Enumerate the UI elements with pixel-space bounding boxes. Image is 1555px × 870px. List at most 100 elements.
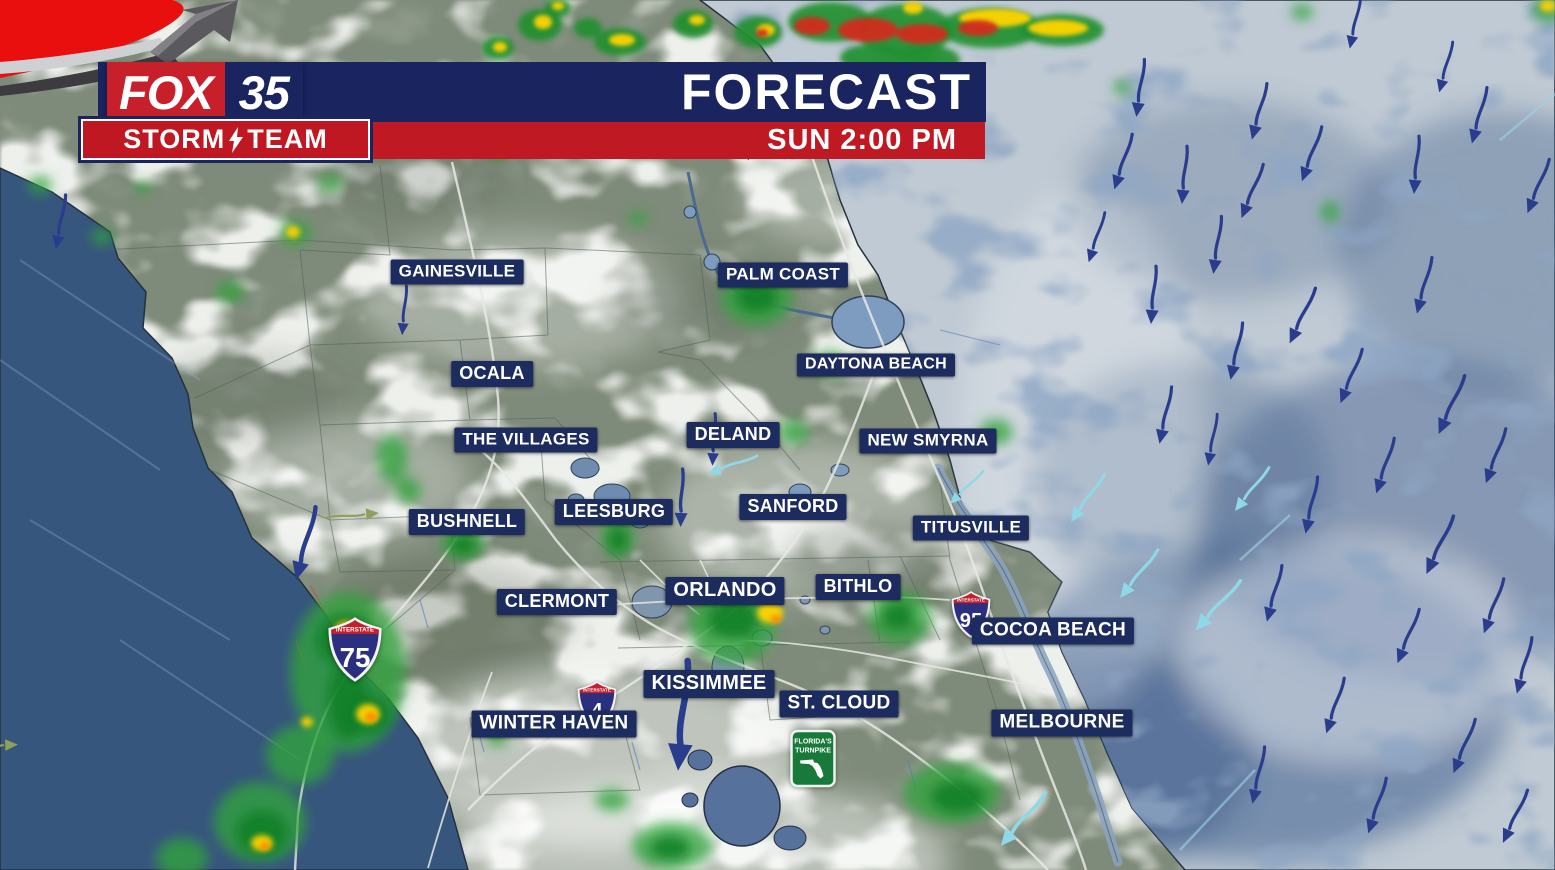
radar-cell [28, 176, 52, 194]
lightning-bolt-icon [229, 126, 244, 153]
wind-arrow-navy [1436, 40, 1455, 93]
wind-arrow-cyan [1000, 790, 1048, 847]
wind-arrow-navy [674, 467, 688, 527]
wind-arrow-navy [52, 193, 68, 250]
wind-arrow-cyan [1071, 472, 1106, 522]
radar-cell [286, 226, 300, 238]
svg-text:FLORIDA'S: FLORIDA'S [794, 739, 832, 746]
city-label-winter-haven: WINTER HAVEN [471, 710, 637, 738]
radar-cell [395, 477, 421, 503]
wind-arrow-navy [1289, 286, 1318, 344]
team-word: TEAM [247, 124, 328, 154]
radar-cell [958, 20, 998, 36]
radar-cell [493, 42, 507, 52]
radar-cell [595, 789, 629, 811]
wind-arrow-navy [1366, 776, 1388, 834]
radar-cell [134, 181, 152, 193]
city-label-sanford: SANFORD [739, 494, 847, 520]
city-label-daytona-beach: DAYTONA BEACH [797, 353, 955, 377]
storm-word: STORM [123, 124, 226, 154]
wind-arrow-navy [1408, 134, 1422, 194]
radar-cell [650, 836, 690, 860]
wind-arrow-navy [1374, 436, 1396, 494]
wind-arrow-navy [397, 284, 409, 336]
radar-cell [609, 528, 627, 552]
city-label-orlando: ORLANDO [665, 577, 785, 605]
radar-cell [629, 211, 647, 225]
wind-arrow-navy [1302, 475, 1320, 534]
gulf-streaks [0, 259, 301, 761]
radar-cell [377, 434, 407, 482]
storm-team-badge: STORM TEAM [78, 116, 373, 163]
radar-cell [709, 600, 757, 640]
wind-arrow-navy [1452, 717, 1477, 774]
fox-wordmark: FOX [107, 62, 225, 122]
wind-arrow-cyan [1195, 578, 1243, 631]
wind-arrow-navy [1482, 577, 1506, 634]
timestamp-banner: SUN 2:00 PM [367, 121, 985, 159]
wind-arrow-navy [1339, 347, 1364, 404]
wind-arrow-navy [1414, 255, 1434, 314]
wind-arrow-navy [1469, 85, 1489, 144]
wind-arrow-navy [1396, 607, 1421, 664]
city-label-cocoa-beach: COCOA BEACH [971, 617, 1135, 645]
wind-arrow-navy [1526, 157, 1551, 214]
radar-cell [1321, 201, 1339, 223]
radar-cell [896, 24, 948, 44]
wind-arrow-olive [0, 739, 18, 751]
wind-arrow-navy [1176, 144, 1190, 204]
wind-arrow-navy [1484, 427, 1508, 484]
wind-arrow-cyan [707, 454, 759, 475]
radar-cell [574, 18, 602, 38]
red-arrow-decoration [0, 0, 238, 96]
turnpike-shield: FLORIDA'S TURNPIKE [790, 729, 836, 793]
wind-arrow-navy [1086, 211, 1107, 263]
interstate-75-shield: INTERSTATE 75 [326, 616, 384, 688]
city-label-st-cloud: ST. CLOUD [779, 690, 899, 718]
radar-cell [236, 811, 288, 855]
radar-cell [737, 282, 777, 312]
city-label-leesburg: LEESBURG [554, 499, 674, 525]
radar-cell [1113, 81, 1131, 95]
svg-text:INTERSTATE: INTERSTATE [957, 597, 985, 602]
wind-arrow-navy [1112, 132, 1134, 190]
wind-arrow-navy [1346, 0, 1363, 49]
svg-text:INTERSTATE: INTERSTATE [336, 627, 374, 634]
radar-cell [771, 615, 781, 623]
wind-arrow-navy [1204, 412, 1219, 466]
radar-cell [882, 603, 914, 629]
wind-arrow-navy [1300, 125, 1324, 182]
city-label-bushnell: BUSHNELL [408, 509, 526, 535]
svg-text:75: 75 [340, 642, 371, 673]
radar-cell [1291, 4, 1313, 20]
wind-arrow-navy [1208, 214, 1224, 274]
fox35-logo: FOX 35 [107, 62, 303, 122]
city-label-titusville: TITUSVILLE [912, 515, 1030, 541]
radar-cell [534, 15, 552, 29]
radar-cell [156, 838, 208, 870]
wind-arrow-navy [1145, 264, 1159, 324]
wind-arrow-navy [1426, 514, 1456, 574]
wind-arrow-olive [325, 508, 379, 520]
wind-arrow-navy [1240, 162, 1265, 219]
wind-arrow-navy [1264, 563, 1284, 622]
radar-cell [216, 281, 244, 303]
forecast-timestamp: SUN 2:00 PM [767, 123, 957, 156]
forecast-title: FORECAST [681, 64, 972, 120]
radar-cell [1028, 20, 1088, 36]
radar-cell [365, 712, 377, 722]
radar-cell [328, 660, 368, 740]
svg-text:INTERSTATE: INTERSTATE [583, 687, 611, 692]
wind-arrow-navy [1324, 676, 1346, 734]
radar-cell [838, 18, 898, 42]
radar-cell [91, 229, 113, 245]
radar-cell [932, 781, 984, 813]
city-label-clermont: CLERMONT [496, 589, 618, 615]
wind-arrow-navy [1131, 57, 1147, 117]
radar-cell [451, 536, 475, 554]
wind-arrow-navy [1156, 385, 1174, 444]
city-label-gainesville: GAINESVILLE [390, 259, 524, 285]
radar-cell [1540, 0, 1555, 12]
wind-arrow-navy [292, 505, 318, 581]
